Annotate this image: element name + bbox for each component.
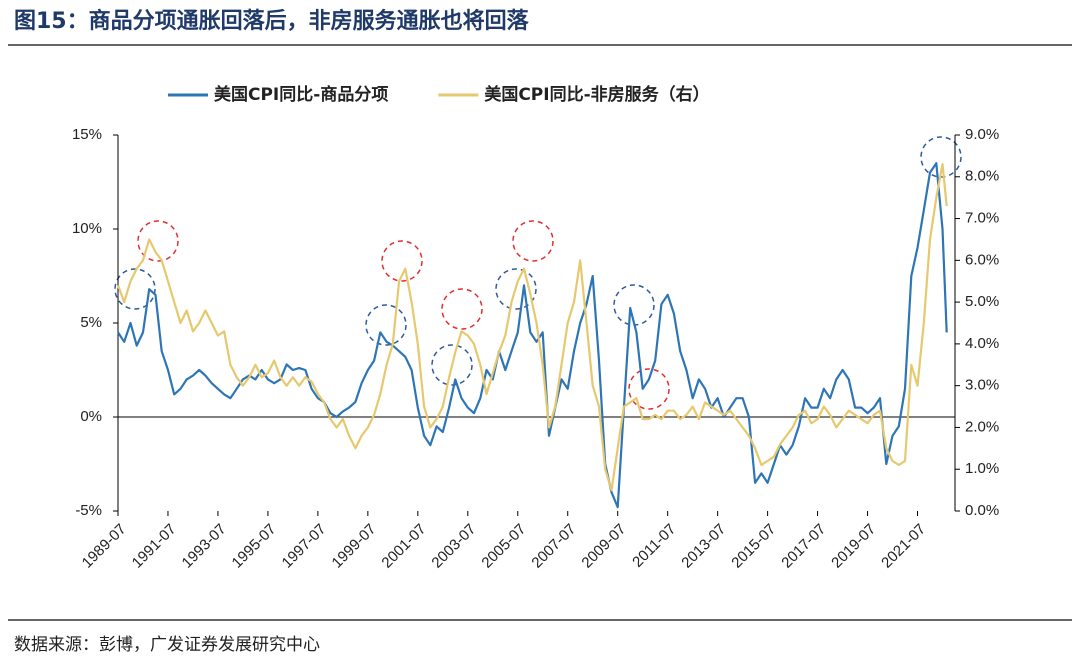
- chart-title: 图15：商品分项通胀回落后，非房服务通胀也将回落: [14, 8, 530, 34]
- y2-tick-label: 0.0%: [965, 502, 999, 519]
- highlight-circle: [114, 268, 156, 310]
- x-tick-label: 2011-07: [629, 521, 679, 571]
- x-tick-label: 1989-07: [79, 521, 130, 572]
- x-tick-label: 1995-07: [229, 521, 280, 572]
- legend-label: 美国CPI同比-商品分项: [214, 84, 388, 105]
- y-tick-label: 15%: [72, 126, 102, 143]
- legend-label: 美国CPI同比-非房服务（右）: [484, 84, 709, 105]
- y2-tick-label: 1.0%: [965, 460, 999, 477]
- highlight-circle: [381, 240, 423, 282]
- y2-tick-label: 2.0%: [965, 418, 999, 435]
- annotations: [114, 136, 962, 410]
- x-tick-label: 1997-07: [279, 521, 330, 572]
- x-tick-label: 2001-07: [378, 521, 429, 572]
- x-tick-label: 1993-07: [179, 521, 230, 572]
- highlight-circle: [431, 344, 473, 386]
- y-tick-label: 10%: [72, 220, 102, 237]
- x-tick-label: 2021-07: [878, 521, 929, 572]
- series-line: [117, 162, 948, 509]
- x-tick-label: 2005-07: [478, 521, 529, 572]
- y2-tick-label: 3.0%: [965, 377, 999, 394]
- highlight-circle: [495, 268, 537, 310]
- x-tick-label: 2015-07: [728, 521, 779, 572]
- y2-tick-label: 7.0%: [965, 210, 999, 227]
- y2-tick-label: 8.0%: [965, 168, 999, 185]
- x-tick-label: 1991-07: [129, 521, 180, 572]
- y-tick-label: 0%: [80, 408, 102, 425]
- highlight-circle: [441, 288, 483, 330]
- source-note: 数据来源：彭博，广发证券发展研究中心: [14, 635, 320, 655]
- y2-tick-label: 9.0%: [965, 126, 999, 143]
- x-tick-label: 2013-07: [678, 521, 729, 572]
- y2-tick-label: 4.0%: [965, 335, 999, 352]
- x-tick-label: 2007-07: [528, 521, 579, 572]
- y-tick-label: -5%: [75, 502, 102, 519]
- x-tick-label: 2017-07: [778, 521, 829, 572]
- highlight-circle: [512, 220, 554, 262]
- x-tick-label: 2003-07: [428, 521, 479, 572]
- highlight-circle: [628, 368, 670, 410]
- y-tick-label: 5%: [80, 314, 102, 331]
- x-tick-label: 2009-07: [578, 521, 629, 572]
- highlight-circle: [137, 220, 179, 262]
- highlight-circle: [365, 304, 407, 346]
- y2-tick-label: 5.0%: [965, 293, 999, 310]
- series-line: [116, 163, 948, 492]
- x-tick-label: 2019-07: [828, 521, 879, 572]
- x-tick-label: 1999-07: [329, 521, 380, 572]
- y2-tick-label: 6.0%: [965, 251, 999, 268]
